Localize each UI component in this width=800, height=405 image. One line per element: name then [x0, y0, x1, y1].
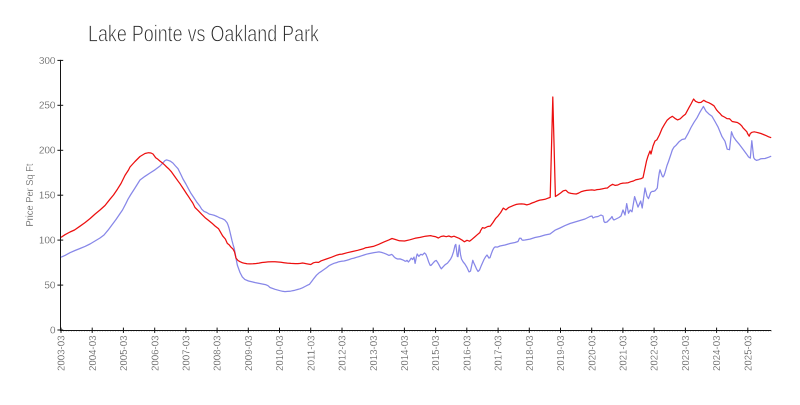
svg-text:2021-03: 2021-03 — [619, 335, 630, 371]
svg-text:2016-03: 2016-03 — [462, 335, 473, 371]
svg-text:Lake Pointe vs Oakland Park: Lake Pointe vs Oakland Park — [88, 21, 319, 47]
svg-text:2007-03: 2007-03 — [182, 335, 193, 371]
svg-text:2005-03: 2005-03 — [119, 335, 130, 371]
svg-text:2014-03: 2014-03 — [400, 335, 411, 371]
svg-text:2004-03: 2004-03 — [88, 335, 99, 371]
svg-text:2015-03: 2015-03 — [431, 335, 442, 371]
svg-text:2010-03: 2010-03 — [275, 335, 286, 371]
svg-text:2012-03: 2012-03 — [338, 335, 349, 371]
svg-text:2009-03: 2009-03 — [244, 335, 255, 371]
svg-text:2018-03: 2018-03 — [525, 335, 536, 371]
svg-text:50: 50 — [44, 281, 56, 292]
svg-text:300: 300 — [39, 56, 56, 67]
svg-text:2023-03: 2023-03 — [681, 335, 692, 371]
svg-text:2008-03: 2008-03 — [213, 335, 224, 371]
svg-text:2019-03: 2019-03 — [556, 335, 567, 371]
svg-text:2022-03: 2022-03 — [650, 335, 661, 371]
svg-text:2020-03: 2020-03 — [587, 335, 598, 371]
svg-text:250: 250 — [39, 101, 56, 112]
svg-text:100: 100 — [39, 236, 56, 247]
svg-text:200: 200 — [39, 146, 56, 157]
svg-text:0: 0 — [50, 325, 56, 336]
svg-text:2024-03: 2024-03 — [712, 335, 723, 371]
svg-text:2017-03: 2017-03 — [494, 335, 505, 371]
svg-text:2011-03: 2011-03 — [306, 335, 317, 371]
svg-text:2003-03: 2003-03 — [57, 335, 68, 371]
svg-text:150: 150 — [39, 191, 56, 202]
svg-text:2025-03: 2025-03 — [743, 335, 754, 371]
svg-text:Price Per Sq Ft: Price Per Sq Ft — [25, 163, 36, 226]
svg-text:2006-03: 2006-03 — [150, 335, 161, 371]
svg-text:2013-03: 2013-03 — [369, 335, 380, 371]
